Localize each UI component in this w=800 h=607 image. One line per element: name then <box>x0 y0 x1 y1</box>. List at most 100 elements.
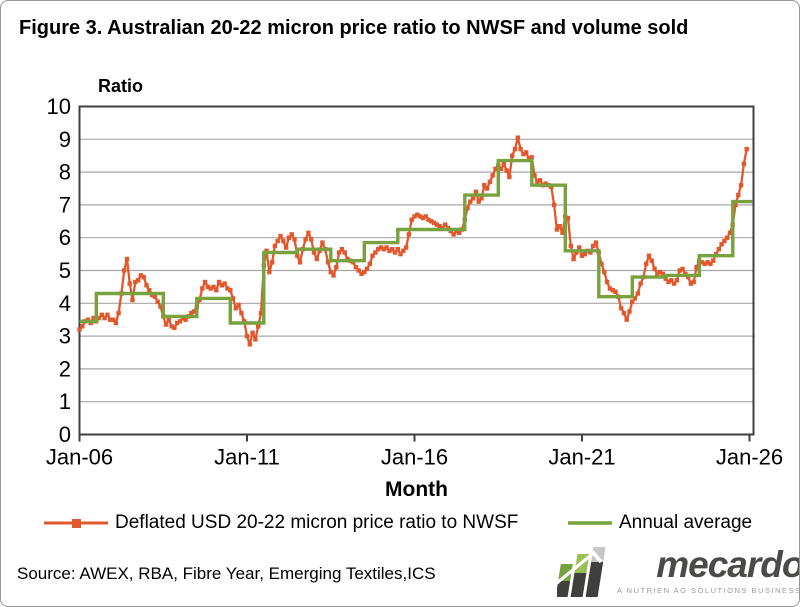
data-point-marker <box>359 271 364 276</box>
data-point-marker <box>211 284 216 290</box>
data-point-marker <box>498 166 504 171</box>
data-point-marker <box>289 232 294 237</box>
data-point-marker <box>303 237 308 242</box>
data-point-marker <box>551 202 557 208</box>
data-point-marker <box>258 310 264 316</box>
data-point-marker <box>736 192 741 198</box>
data-point-marker <box>677 268 682 273</box>
y-tick-label: 6 <box>59 225 71 250</box>
data-point-marker <box>130 297 135 303</box>
data-point-marker <box>479 196 484 201</box>
data-point-marker <box>568 243 573 249</box>
data-point-marker <box>328 269 333 275</box>
data-point-marker <box>646 253 652 258</box>
data-point-marker <box>512 146 518 152</box>
data-point-marker <box>367 261 372 267</box>
data-point-marker <box>99 312 104 317</box>
data-point-marker <box>283 245 289 250</box>
data-point-marker <box>593 240 599 245</box>
data-point-marker <box>518 146 523 152</box>
data-point-marker <box>515 135 520 140</box>
data-point-marker <box>420 215 426 221</box>
data-point-marker <box>560 230 565 235</box>
data-point-marker <box>80 324 85 329</box>
x-tick-label: Jan-16 <box>381 445 448 470</box>
data-point-marker <box>381 247 386 252</box>
data-point-marker <box>554 227 560 232</box>
data-point-marker <box>370 253 375 258</box>
data-point-marker <box>152 294 158 299</box>
data-point-marker <box>457 230 462 235</box>
data-point-marker <box>77 327 82 332</box>
data-point-marker <box>141 274 146 280</box>
data-point-marker <box>716 247 721 252</box>
legend-label-monthly: Deflated USD 20-22 micron price ratio to… <box>115 512 519 533</box>
data-point-marker <box>364 266 370 272</box>
y-tick-label: 10 <box>47 94 71 119</box>
data-point-marker <box>124 256 130 262</box>
data-point-marker <box>295 253 300 258</box>
logo-wordmark: mecardo <box>656 544 800 585</box>
legend-item-monthly: Deflated USD 20-22 micron price ratio to… <box>43 511 518 535</box>
x-tick-label: Jan-21 <box>548 445 615 470</box>
x-axis-title: Month <box>385 478 448 501</box>
data-point-marker <box>451 232 456 237</box>
legend-label-annual: Annual average <box>619 512 753 533</box>
data-point-marker <box>96 315 102 321</box>
data-point-marker <box>468 199 473 204</box>
y-tick-label: 4 <box>59 291 71 316</box>
data-point-marker <box>535 179 540 185</box>
data-point-marker <box>384 245 389 250</box>
data-point-marker <box>699 260 705 265</box>
data-point-marker <box>216 279 222 285</box>
data-point-marker <box>127 281 132 286</box>
data-point-marker <box>738 183 744 188</box>
data-point-marker <box>133 279 138 285</box>
data-point-marker <box>267 269 272 275</box>
data-point-marker <box>635 291 640 296</box>
data-point-marker <box>320 240 325 245</box>
data-point-marker <box>532 173 537 178</box>
y-axis-title: Ratio <box>98 76 143 96</box>
data-point-marker <box>191 309 197 314</box>
data-point-marker <box>138 273 144 278</box>
data-point-marker <box>253 337 258 342</box>
data-point-marker <box>579 253 585 258</box>
data-point-marker <box>431 220 437 226</box>
data-point-marker <box>314 256 319 262</box>
data-point-marker <box>501 161 506 167</box>
data-point-marker <box>401 248 406 253</box>
data-point-marker <box>621 310 627 316</box>
data-point-marker <box>655 271 660 276</box>
data-point-marker <box>339 247 345 252</box>
data-point-marker <box>200 286 205 291</box>
data-point-marker <box>571 256 576 262</box>
data-point-marker <box>719 242 724 247</box>
data-point-marker <box>183 317 188 322</box>
data-point-marker <box>487 179 493 185</box>
data-point-marker <box>638 281 643 286</box>
mecardo-logo: mecardo A NUTRIEN AG SOLUTIONS BUSINESS <box>557 544 800 598</box>
data-point-marker <box>376 247 381 252</box>
data-point-marker <box>669 278 674 283</box>
data-point-marker <box>694 265 699 270</box>
x-tick-label: Jan-26 <box>716 445 783 470</box>
data-point-marker <box>108 317 113 322</box>
data-point-marker <box>205 284 211 290</box>
data-point-marker <box>362 269 367 275</box>
data-point-marker <box>524 150 529 155</box>
data-point-marker <box>510 153 515 158</box>
data-point-marker <box>630 299 635 304</box>
data-point-marker <box>158 304 163 309</box>
data-point-marker <box>725 235 730 240</box>
data-point-marker <box>591 243 596 249</box>
data-point-marker <box>269 260 275 265</box>
y-tick-label: 0 <box>59 422 71 447</box>
legend-annual-line-icon <box>568 521 612 525</box>
x-tick-label: Jan-06 <box>46 445 113 470</box>
monthly-series-line <box>78 136 748 346</box>
data-point-marker <box>250 330 255 335</box>
y-tick-label: 2 <box>59 356 71 381</box>
data-point-marker <box>297 260 303 265</box>
data-point-marker <box>415 212 420 217</box>
